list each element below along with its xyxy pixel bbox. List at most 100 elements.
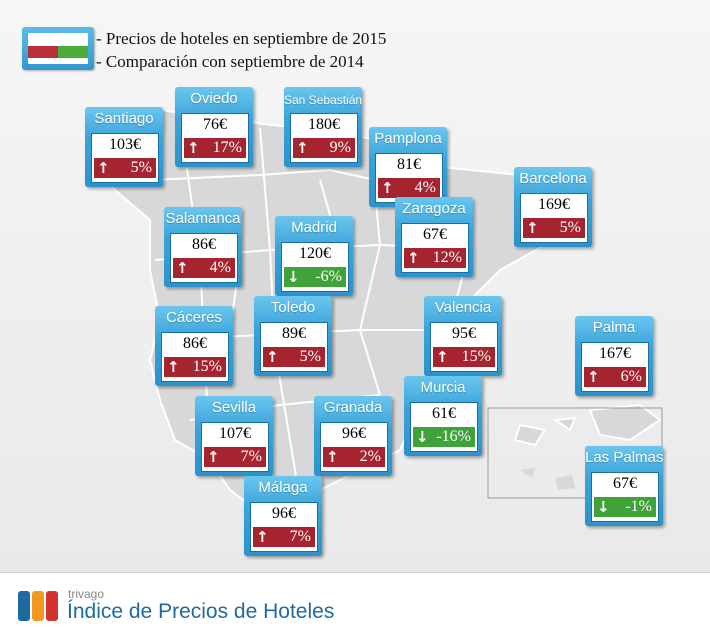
arrow-up-icon: ↑ [176, 259, 189, 277]
change-bar: ↑ 15% [164, 357, 226, 377]
change-bar: ↑ 9% [293, 138, 355, 158]
city-price: 67€ [423, 226, 447, 243]
change-percent: -6% [315, 268, 342, 285]
change-bar: ↑ 5% [263, 347, 325, 367]
city-card-las-palmas[interactable]: Las Palmas 67€ ↓ -1% [585, 446, 663, 526]
change-bar: ↑ 7% [253, 527, 315, 547]
arrow-up-icon: ↑ [381, 179, 394, 197]
city-card-toledo[interactable]: Toledo 89€ ↑ 5% [254, 296, 332, 376]
canary-islands [520, 468, 612, 490]
city-price: 167€ [599, 345, 631, 362]
city-name: Sevilla [211, 399, 257, 416]
city-name: Málaga [258, 479, 308, 496]
city-card-oviedo[interactable]: Oviedo 76€ ↑ 17% [175, 87, 253, 167]
change-percent: 12% [432, 249, 462, 266]
change-bar: ↓ -6% [284, 267, 346, 287]
legend-icon [22, 27, 94, 70]
city-price: 120€ [299, 245, 331, 262]
city-card-valencia[interactable]: Valencia 95€ ↑ 15% [424, 296, 502, 376]
arrow-up-icon: ↑ [167, 358, 180, 376]
arrow-up-icon: ↑ [97, 159, 110, 177]
city-price: 81€ [397, 156, 421, 173]
city-price: 89€ [282, 325, 306, 342]
city-price: 180€ [308, 116, 340, 133]
city-card-murcia[interactable]: Murcia 61€ ↓ -16% [404, 376, 482, 456]
city-card-santiago[interactable]: Santiago 103€ ↑ 5% [85, 107, 163, 187]
change-bar: ↑ 2% [323, 447, 385, 467]
city-name: Cáceres [166, 309, 222, 326]
city-card-malaga[interactable]: Málaga 96€ ↑ 7% [244, 476, 322, 556]
city-name: San Sebastián [284, 93, 363, 107]
balearic-islands [513, 403, 662, 447]
city-price: 86€ [192, 236, 216, 253]
arrow-up-icon: ↑ [436, 348, 449, 366]
legend-line-prices: - Precios de hoteles en septiembre de 20… [96, 29, 387, 48]
city-card-palma[interactable]: Palma 167€ ↑ 6% [575, 316, 653, 396]
arrow-up-icon: ↑ [187, 139, 200, 157]
city-price: 103€ [109, 136, 141, 153]
city-price: 76€ [203, 116, 227, 133]
city-name: Pamplona [374, 130, 442, 147]
city-name: Granada [323, 399, 383, 416]
arrow-up-icon: ↑ [326, 448, 339, 466]
city-card-pamplona[interactable]: Pamplona 81€ ↑ 4% [369, 127, 447, 207]
arrow-up-icon: ↑ [296, 139, 309, 157]
arrow-down-icon: ↓ [287, 268, 300, 286]
change-percent: -16% [436, 428, 471, 445]
arrow-up-icon: ↑ [526, 219, 539, 237]
brand-name: trivago [68, 587, 105, 601]
arrow-up-icon: ↑ [256, 528, 269, 546]
city-card-sevilla[interactable]: Sevilla 107€ ↑ 7% [195, 396, 273, 476]
change-percent: 7% [240, 448, 262, 465]
city-name: Palma [592, 319, 636, 336]
city-card-san-sebastian[interactable]: San Sebastián 180€ ↑ 9% [284, 87, 362, 167]
arrow-up-icon: ↑ [407, 249, 420, 267]
city-card-barcelona[interactable]: Barcelona 169€ ↑ 5% [514, 167, 592, 247]
change-bar: ↑ 4% [378, 178, 440, 198]
change-percent: 6% [620, 368, 642, 385]
city-card-caceres[interactable]: Cáceres 86€ ↑ 15% [155, 306, 233, 386]
arrow-down-icon: ↓ [597, 498, 610, 516]
change-bar: ↑ 17% [184, 138, 246, 158]
change-bar: ↑ 7% [204, 447, 266, 467]
change-bar: ↓ -16% [413, 427, 475, 447]
city-price: 96€ [342, 425, 366, 442]
city-price: 107€ [219, 425, 251, 442]
change-percent: 7% [289, 528, 311, 545]
city-card-salamanca[interactable]: Salamanca 86€ ↑ 4% [164, 207, 242, 287]
change-bar: ↑ 4% [173, 258, 235, 278]
city-card-madrid[interactable]: Madrid 120€ ↓ -6% [275, 216, 353, 296]
city-price: 96€ [272, 505, 296, 522]
footer-divider [0, 572, 710, 573]
city-name: Barcelona [519, 170, 587, 187]
change-bar: ↑ 6% [584, 367, 646, 387]
change-percent: 17% [212, 139, 242, 156]
arrow-up-icon: ↑ [266, 348, 279, 366]
city-card-granada[interactable]: Granada 96€ ↑ 2% [314, 396, 392, 476]
city-price: 86€ [183, 335, 207, 352]
change-percent: 4% [414, 179, 436, 196]
legend-green-swatch [58, 46, 88, 58]
city-price: 169€ [538, 196, 570, 213]
change-percent: 5% [299, 348, 321, 365]
change-percent: 2% [359, 448, 381, 465]
legend-red-swatch [28, 46, 58, 58]
city-name: Murcia [420, 379, 466, 396]
trivago-logo-icon [18, 591, 60, 621]
change-percent: 5% [559, 219, 581, 236]
change-bar: ↑ 15% [433, 347, 495, 367]
city-card-zaragoza[interactable]: Zaragoza 67€ ↑ 12% [395, 197, 473, 277]
change-percent: 9% [329, 139, 351, 156]
change-bar: ↑ 5% [523, 218, 585, 238]
city-name: Valencia [434, 299, 492, 316]
legend-line-comparison: - Comparación con septiembre de 2014 [96, 52, 364, 71]
city-name: Salamanca [165, 210, 241, 227]
city-name: Oviedo [190, 90, 238, 107]
change-percent: -1% [625, 498, 652, 515]
city-price: 61€ [432, 405, 456, 422]
change-percent: 15% [192, 358, 222, 375]
footer-title: Índice de Precios de Hoteles [67, 600, 335, 623]
change-bar: ↓ -1% [594, 497, 656, 517]
arrow-down-icon: ↓ [416, 428, 429, 446]
city-name: Toledo [270, 299, 316, 316]
